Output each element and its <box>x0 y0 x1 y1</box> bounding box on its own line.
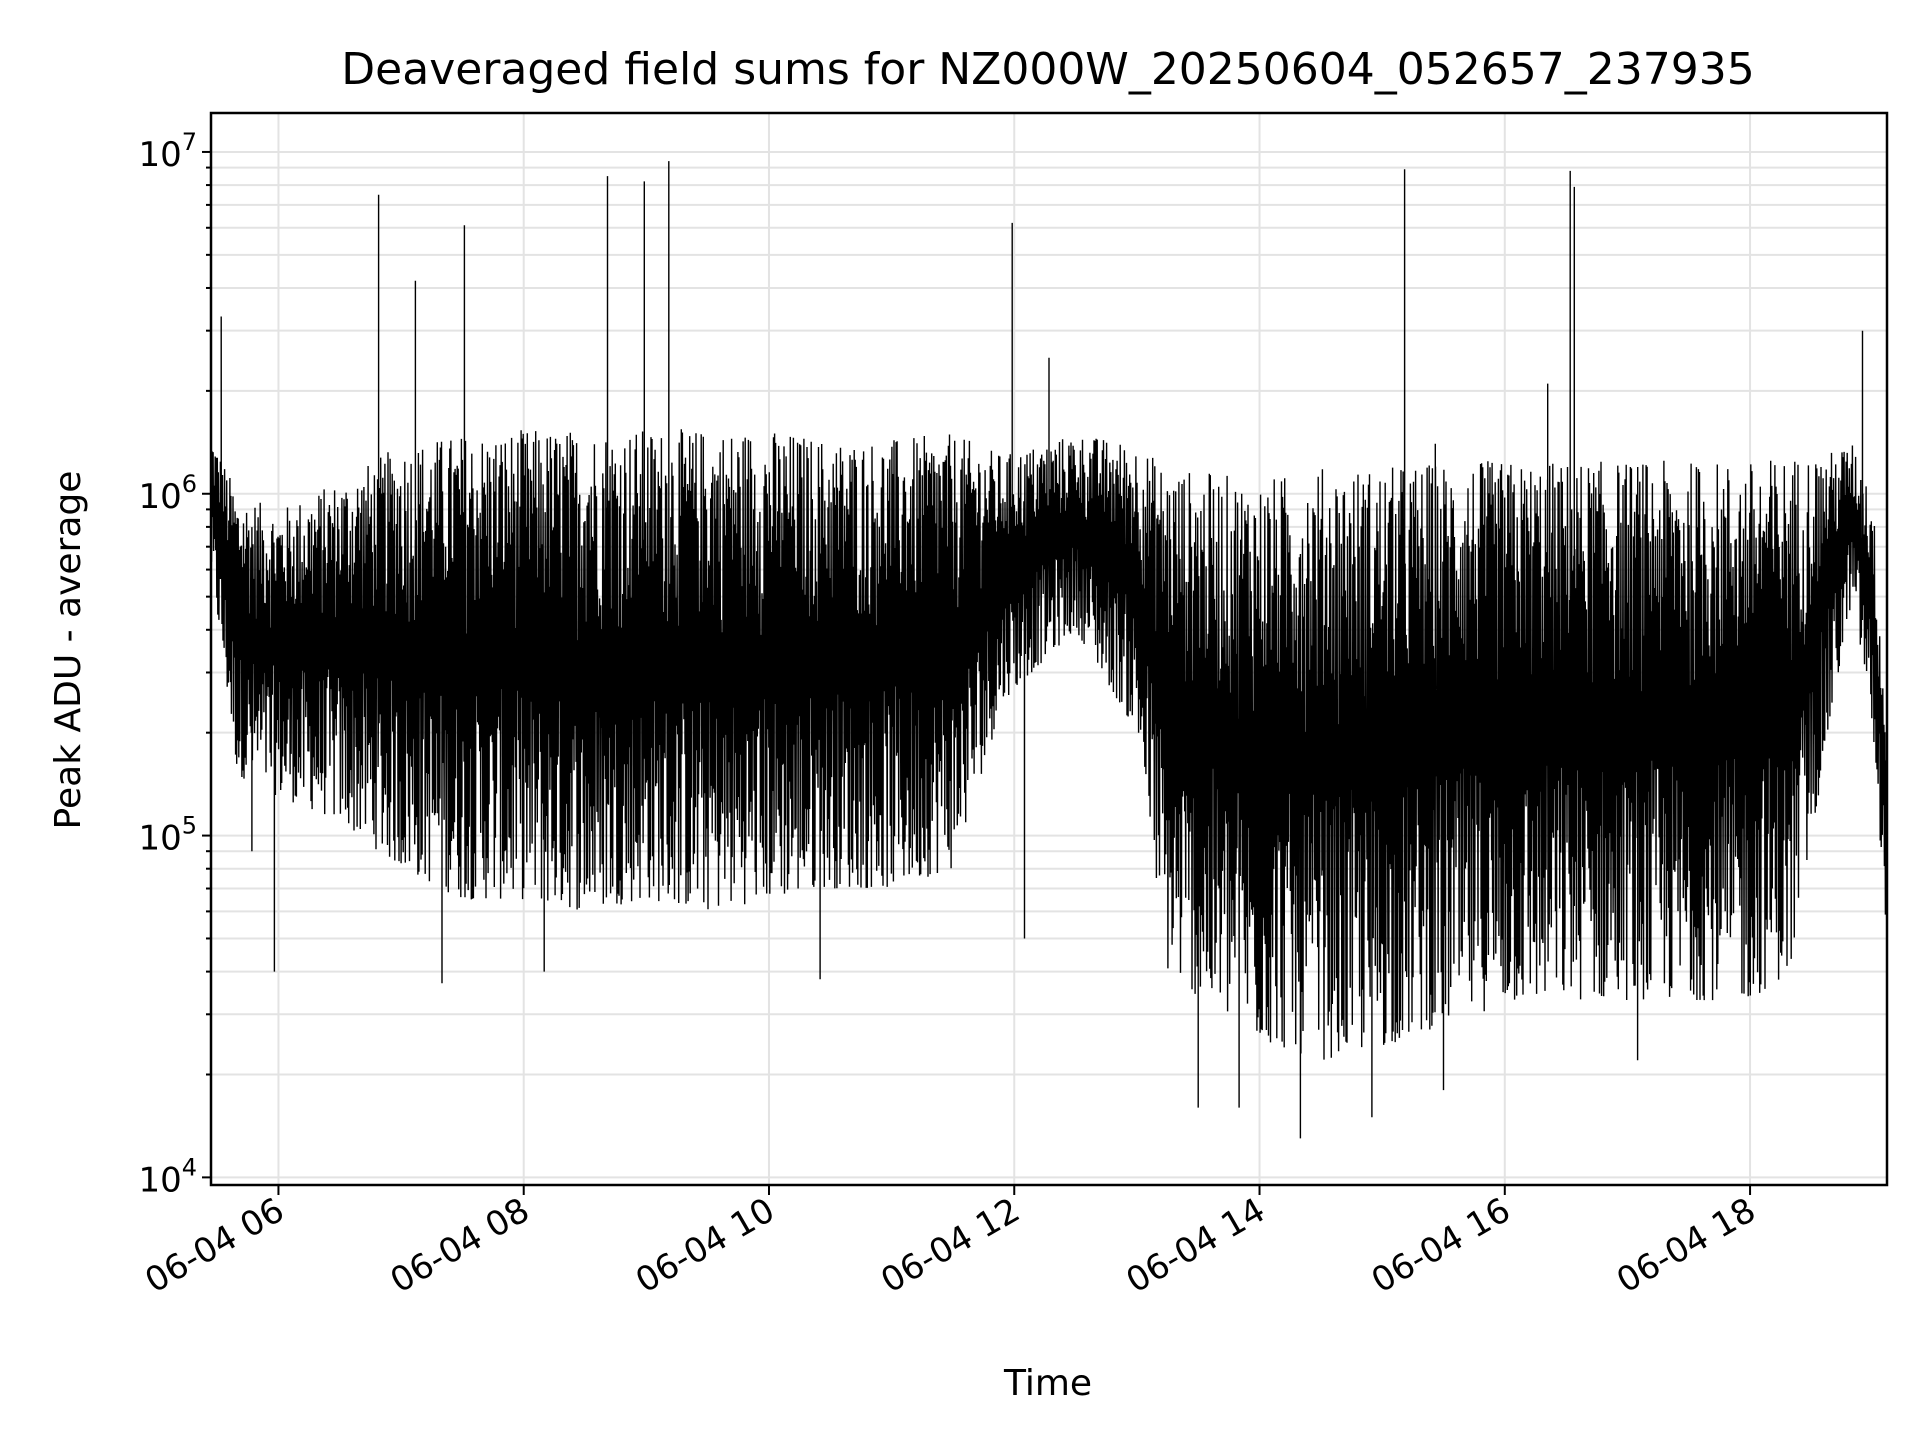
y-tick-label: 107 <box>138 128 197 175</box>
y-tick-label: 105 <box>138 812 197 859</box>
y-axis-label: Peak ADU - average <box>48 471 89 830</box>
y-tick-label: 104 <box>138 1153 197 1200</box>
x-axis-label: Time <box>1003 1363 1092 1404</box>
series-trace <box>210 161 1888 1139</box>
chart-title: Deaveraged field sums for NZ000W_2025060… <box>341 44 1754 95</box>
y-axis: 104 105 106 107 <box>138 128 211 1200</box>
plot-frame <box>209 111 1889 1187</box>
series-line <box>210 161 1888 1139</box>
y-tick-label: 106 <box>138 470 197 517</box>
